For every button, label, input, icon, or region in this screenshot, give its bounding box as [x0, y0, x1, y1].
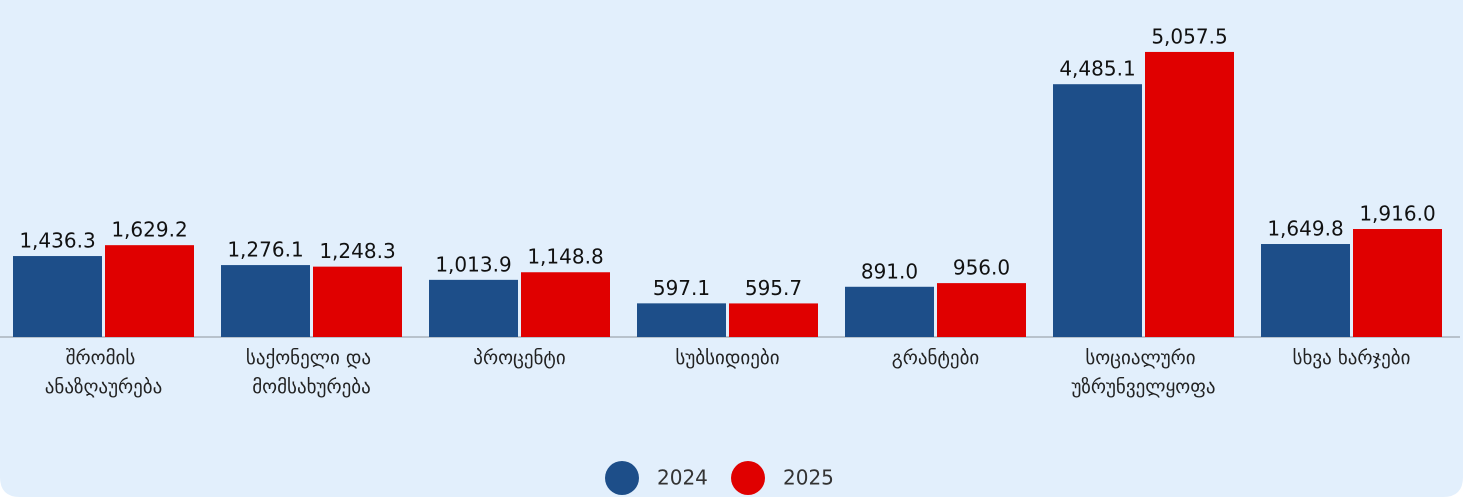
value-label: 1,248.3: [319, 239, 395, 263]
bar: [1353, 229, 1442, 337]
value-label: 5,057.5: [1151, 24, 1227, 48]
bar: [105, 245, 194, 337]
legend-swatch: [605, 461, 639, 495]
legend-label: 2025: [783, 466, 834, 490]
bar: [521, 272, 610, 337]
value-label: 1,436.3: [19, 229, 95, 253]
bar: [13, 256, 102, 337]
value-label: 1,649.8: [1267, 217, 1343, 241]
bar: [845, 286, 934, 337]
bar: [729, 303, 818, 337]
x-tick-label: შრომის ანაზღაურება: [45, 347, 163, 398]
bar: [1053, 84, 1142, 337]
value-label: 597.1: [653, 276, 710, 300]
x-tick-label: პროცენტი: [473, 347, 565, 369]
legend-label: 2024: [657, 466, 708, 490]
value-label: 1,276.1: [227, 238, 303, 262]
bar: [429, 279, 518, 337]
value-label: 595.7: [745, 276, 802, 300]
value-label: 891.0: [861, 259, 918, 283]
value-label: 1,013.9: [435, 252, 511, 276]
bar: [1261, 244, 1350, 337]
value-label: 956.0: [953, 256, 1010, 280]
x-tick-label: სუბსიდიები: [675, 347, 779, 369]
value-label: 4,485.1: [1059, 57, 1135, 81]
x-tick-label: გრანტები: [892, 347, 980, 369]
bar: [637, 303, 726, 337]
legend-swatch: [731, 461, 765, 495]
x-tick-label: სხვა ხარჯები: [1293, 347, 1411, 369]
bar: [221, 265, 310, 337]
bar: [313, 266, 402, 337]
value-label: 1,148.8: [527, 245, 603, 269]
value-label: 1,916.0: [1359, 202, 1435, 226]
bar: [937, 283, 1026, 337]
value-label: 1,629.2: [111, 218, 187, 242]
x-tick-label: საქონელი და მომსახურება: [246, 347, 377, 398]
bar: [1145, 51, 1234, 337]
x-tick-label: სოციალური უზრუნველყოფა: [1071, 347, 1215, 398]
